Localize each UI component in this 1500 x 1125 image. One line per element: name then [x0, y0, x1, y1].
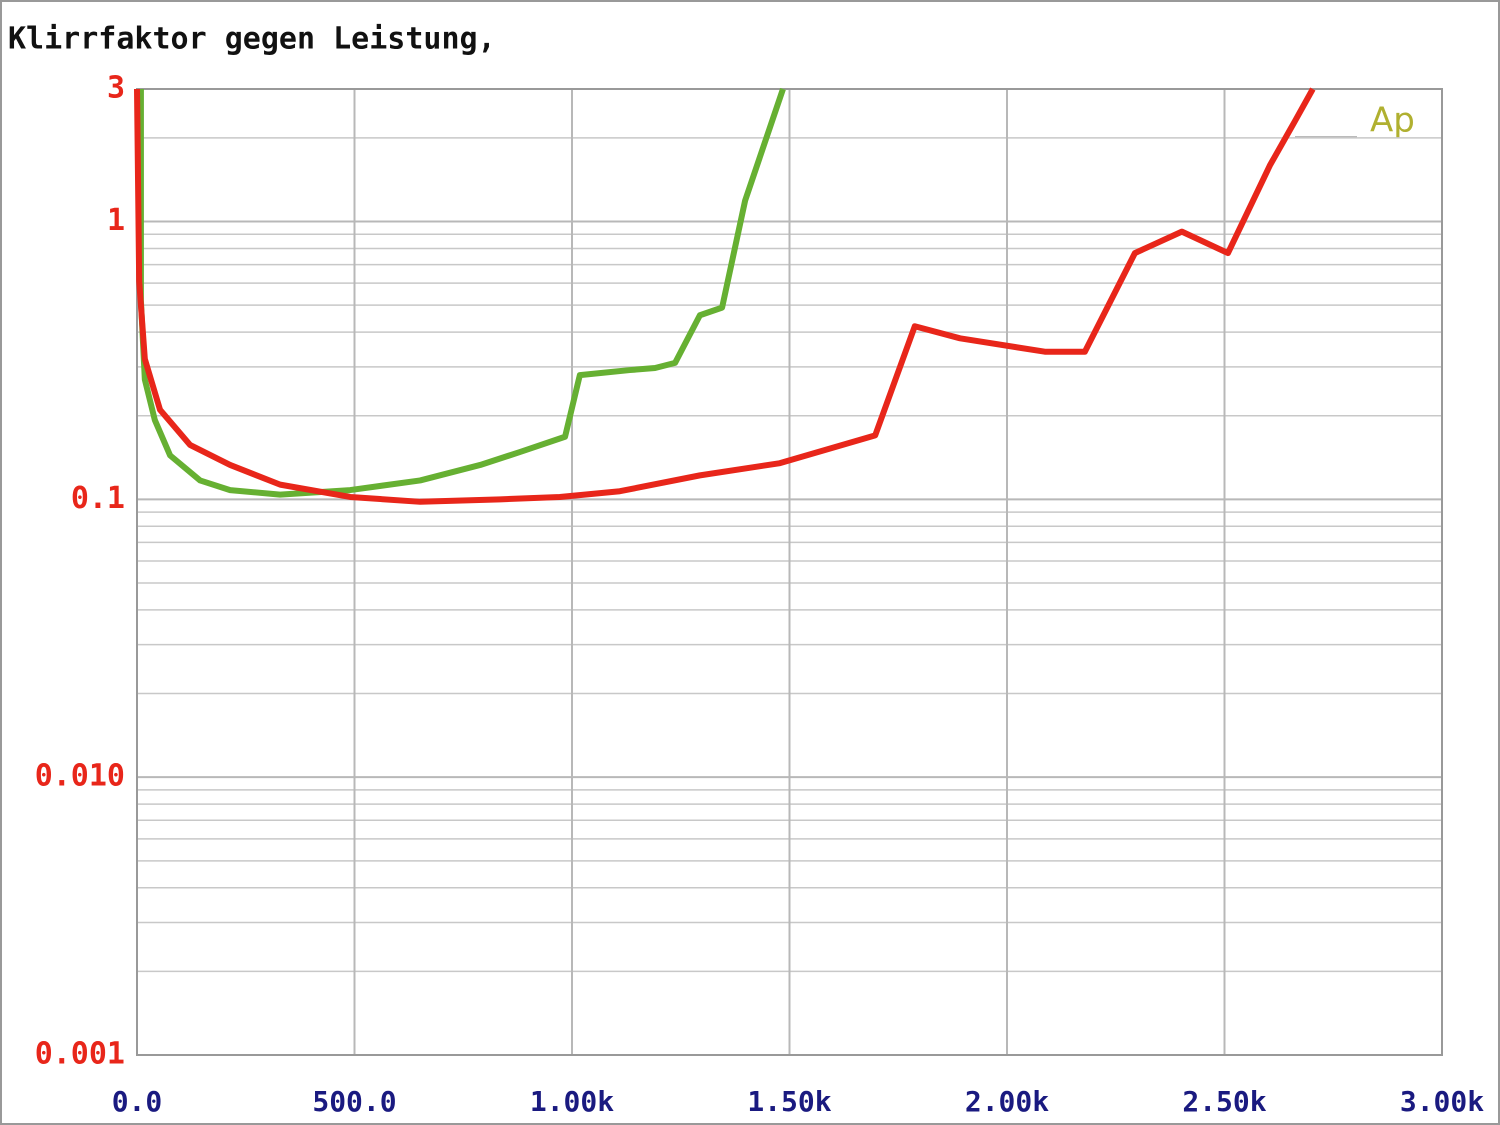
chart-title: Klirrfaktor gegen Leistung,: [8, 22, 496, 57]
y-tick-label: 0.010: [35, 759, 125, 794]
x-tick-label: 1.50k: [747, 1085, 831, 1118]
series-line: [137, 88, 786, 498]
x-tick-label: 1.00k: [530, 1085, 614, 1118]
x-tick-label: 3.00k: [1400, 1085, 1484, 1118]
y-tick-label: 1: [107, 203, 125, 238]
y-tick-label: 0.001: [35, 1037, 125, 1072]
x-tick-label: 0.0: [112, 1085, 163, 1118]
x-tick-label: 2.50k: [1182, 1085, 1266, 1118]
series-line: [134, 87, 1316, 505]
annotation: Ap: [1370, 101, 1415, 141]
y-tick-label: 3: [107, 71, 125, 106]
x-tick-label: 500.0: [312, 1085, 396, 1118]
x-tick-label: 2.00k: [965, 1085, 1049, 1118]
y-tick-label: 0.1: [71, 481, 125, 516]
plot-border: [136, 88, 1443, 1056]
